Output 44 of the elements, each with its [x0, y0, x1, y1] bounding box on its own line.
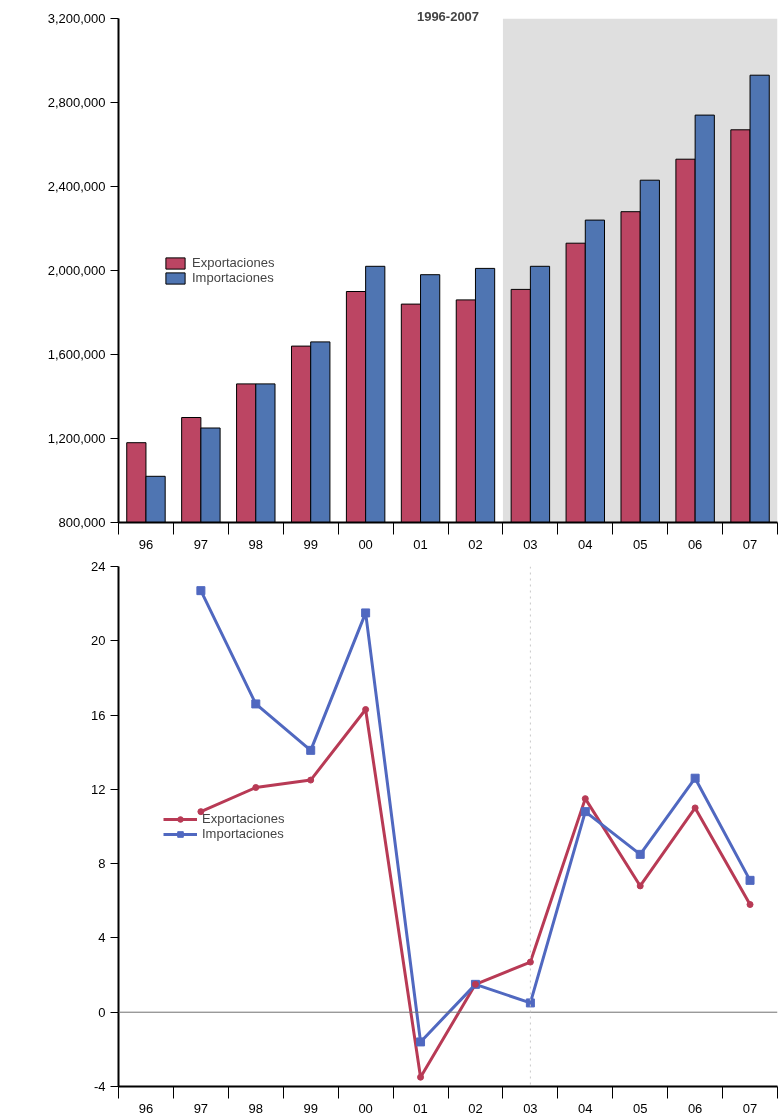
- x-tick-label: 07: [742, 536, 758, 552]
- x-tick-label: 00: [358, 536, 373, 552]
- x-tick-label: 01: [413, 1100, 428, 1116]
- x-tick-label: 00: [358, 1100, 373, 1116]
- x-tick-label: 02: [468, 536, 483, 552]
- y-tick-label: 2,000,000: [47, 263, 106, 278]
- y-tick-label: 4: [98, 930, 106, 946]
- x-tick-label: 03: [523, 536, 538, 552]
- y-tick-label: 0: [98, 1004, 106, 1020]
- y-tick-label: 2,400,000: [47, 179, 106, 194]
- x-tick-label: 99: [303, 536, 318, 552]
- y-tick-label: 1,600,000: [47, 347, 106, 362]
- x-tick-label: 98: [248, 536, 264, 552]
- x-tick-label: 96: [138, 1100, 154, 1116]
- x-tick-label: 02: [468, 1100, 483, 1116]
- y-tick-label: -4: [93, 1079, 106, 1094]
- chart-title: 1996-2007: [416, 8, 480, 24]
- y-tick-label: 800,000: [58, 515, 106, 530]
- legend-label: Exportaciones: [202, 811, 285, 826]
- x-tick-label: 06: [687, 1100, 703, 1116]
- x-tick-label: 03: [523, 1100, 538, 1116]
- x-tick-label: 98: [248, 1100, 264, 1116]
- x-tick-label: 01: [413, 536, 428, 552]
- legend-label: Exportaciones: [192, 255, 275, 270]
- y-tick-label: 16: [91, 707, 106, 723]
- y-tick-label: 1,200,000: [47, 431, 106, 446]
- x-tick-label: 05: [632, 536, 648, 552]
- x-tick-label: 99: [303, 1100, 318, 1116]
- y-tick-label: 20: [91, 633, 106, 649]
- x-tick-label: 97: [193, 536, 209, 552]
- y-tick-label: 12: [91, 781, 106, 797]
- x-tick-label: 06: [687, 536, 703, 552]
- x-tick-label: 07: [742, 1100, 758, 1116]
- y-tick-label: 24: [91, 559, 106, 574]
- y-tick-label: 2,800,000: [47, 95, 106, 110]
- legend-label: Importaciones: [192, 270, 274, 285]
- x-tick-label: 05: [632, 1100, 648, 1116]
- x-tick-label: 96: [138, 536, 154, 552]
- x-tick-label: 04: [578, 536, 593, 552]
- y-tick-label: 3,200,000: [47, 11, 106, 26]
- y-tick-label: 8: [98, 856, 106, 872]
- x-tick-label: 04: [578, 1100, 593, 1116]
- x-tick-label: 97: [193, 1100, 209, 1116]
- legend-label: Importaciones: [202, 826, 284, 841]
